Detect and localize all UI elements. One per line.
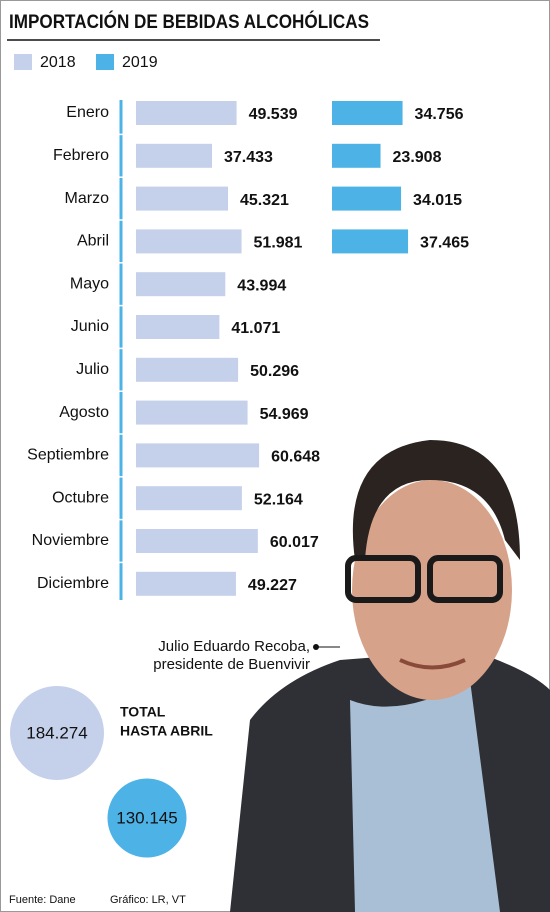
total-value: 184.274 — [26, 723, 87, 742]
value-label: 34.756 — [415, 106, 464, 123]
bar — [136, 486, 242, 511]
bar — [136, 400, 248, 425]
value-label: 51.981 — [254, 235, 303, 252]
totals-label: HASTA ABRIL — [120, 723, 213, 739]
source: Fuente: Dane — [9, 894, 76, 906]
legend-label: 2018 — [40, 54, 76, 71]
bar — [136, 272, 226, 297]
bar — [332, 229, 409, 254]
value-label: 49.539 — [249, 106, 298, 123]
credit: Gráfico: LR, VT — [110, 894, 186, 906]
total-value: 130.145 — [116, 808, 177, 827]
value-label: 34.015 — [413, 192, 462, 209]
value-label: 43.994 — [237, 277, 286, 294]
total-circle — [107, 778, 187, 858]
legend-swatch — [96, 54, 114, 70]
bar — [136, 229, 242, 254]
month: Mayo — [70, 275, 109, 292]
bar — [332, 143, 381, 168]
photo — [230, 440, 550, 912]
bar — [332, 101, 403, 125]
month: Octubre — [52, 489, 109, 506]
bar — [136, 186, 229, 211]
total-circle — [9, 685, 105, 781]
bar — [136, 529, 258, 553]
legend-label: 2019 — [122, 54, 158, 71]
value-label: 52.164 — [254, 491, 303, 508]
value-label: 60.648 — [271, 449, 320, 466]
value-label: 50.296 — [250, 363, 299, 380]
bar — [136, 443, 260, 468]
month: Diciembre — [37, 575, 109, 592]
month: Marzo — [65, 190, 110, 207]
month: Abril — [77, 233, 109, 250]
value-label: 60.017 — [270, 534, 319, 551]
value-label: 49.227 — [248, 577, 297, 594]
value-label: 54.969 — [260, 406, 309, 423]
value-label: 41.071 — [231, 320, 280, 337]
month: Noviembre — [32, 532, 109, 549]
month: Febrero — [53, 147, 109, 164]
caption: presidente de Buenvivir — [153, 656, 310, 673]
legend-swatch — [14, 54, 32, 70]
month: Julio — [76, 361, 109, 378]
month: Junio — [71, 318, 109, 335]
month: Agosto — [59, 404, 109, 421]
bar — [136, 143, 212, 168]
bar — [136, 315, 220, 339]
totals-label: TOTAL — [120, 704, 166, 720]
value-label: 37.465 — [420, 235, 469, 252]
value-label: 37.433 — [224, 149, 273, 166]
chart-title: IMPORTACIÓN DE BEBIDAS ALCOHÓLICAS — [9, 11, 369, 33]
month: Septiembre — [27, 447, 109, 464]
caption-dot — [313, 644, 319, 650]
bar — [332, 186, 402, 211]
bar — [136, 357, 239, 382]
month: Enero — [66, 104, 109, 121]
bar — [136, 101, 237, 125]
bar — [136, 571, 236, 596]
caption: Julio Eduardo Recoba, — [158, 638, 310, 655]
value-label: 23.908 — [393, 149, 442, 166]
value-label: 45.321 — [240, 192, 289, 209]
